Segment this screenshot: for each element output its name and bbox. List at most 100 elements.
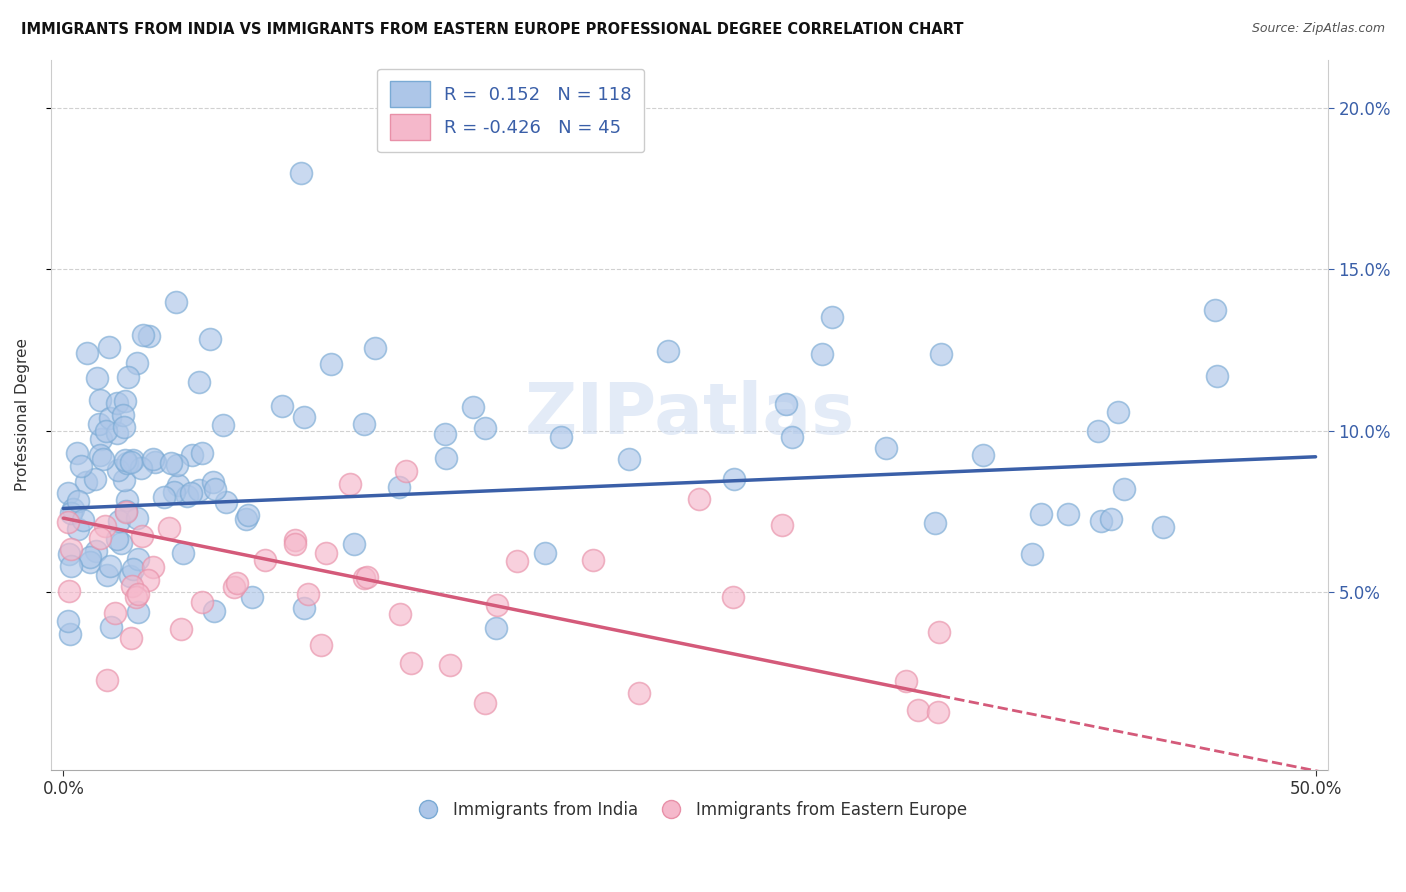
Point — [388, 480, 411, 494]
Point — [1112, 482, 1135, 496]
Point — [176, 489, 198, 503]
Point — [91, 452, 114, 467]
Point — [122, 453, 145, 467]
Point — [98, 558, 121, 573]
Point — [364, 342, 387, 356]
Point — [125, 590, 148, 604]
Point — [284, 533, 307, 548]
Point — [114, 394, 136, 409]
Point — [389, 607, 412, 622]
Point — [117, 369, 139, 384]
Point — [131, 529, 153, 543]
Point — [485, 598, 508, 612]
Point — [290, 166, 312, 180]
Point — [1021, 547, 1043, 561]
Point — [534, 546, 557, 560]
Point — [235, 511, 257, 525]
Point — [58, 583, 80, 598]
Point — [271, 400, 294, 414]
Point — [198, 332, 221, 346]
Point — [395, 464, 418, 478]
Point — [211, 417, 233, 432]
Point — [66, 446, 89, 460]
Point — [114, 503, 136, 517]
Point — [972, 448, 994, 462]
Point — [1029, 508, 1052, 522]
Point — [107, 463, 129, 477]
Point — [180, 485, 202, 500]
Point — [172, 546, 194, 560]
Point — [72, 513, 94, 527]
Point — [439, 657, 461, 672]
Point — [117, 493, 139, 508]
Point — [311, 638, 333, 652]
Point — [399, 656, 422, 670]
Point — [433, 426, 456, 441]
Point — [181, 448, 204, 462]
Point — [353, 571, 375, 585]
Point — [59, 627, 82, 641]
Point — [62, 502, 84, 516]
Point — [159, 456, 181, 470]
Point — [75, 475, 97, 489]
Point — [132, 327, 155, 342]
Point — [96, 673, 118, 687]
Point — [157, 520, 180, 534]
Point — [58, 547, 80, 561]
Point — [76, 346, 98, 360]
Y-axis label: Professional Degree: Professional Degree — [15, 338, 30, 491]
Point — [688, 491, 710, 506]
Point — [79, 555, 101, 569]
Point — [782, 430, 804, 444]
Point — [121, 579, 143, 593]
Point — [927, 705, 949, 719]
Point — [86, 371, 108, 385]
Point — [461, 400, 484, 414]
Point — [89, 392, 111, 407]
Point — [474, 697, 496, 711]
Point — [90, 432, 112, 446]
Point — [89, 448, 111, 462]
Point — [110, 535, 132, 549]
Point — [115, 456, 138, 470]
Point — [170, 622, 193, 636]
Point — [153, 491, 176, 505]
Point — [1206, 368, 1229, 383]
Point — [928, 625, 950, 640]
Point — [485, 621, 508, 635]
Point — [894, 674, 917, 689]
Point — [236, 508, 259, 522]
Point — [474, 421, 496, 435]
Text: IMMIGRANTS FROM INDIA VS IMMIGRANTS FROM EASTERN EUROPE PROFESSIONAL DEGREE CORR: IMMIGRANTS FROM INDIA VS IMMIGRANTS FROM… — [21, 22, 963, 37]
Point — [297, 587, 319, 601]
Point — [138, 329, 160, 343]
Point — [187, 483, 209, 497]
Point — [127, 551, 149, 566]
Point — [191, 446, 214, 460]
Point — [506, 553, 529, 567]
Point — [96, 567, 118, 582]
Point — [619, 451, 641, 466]
Point — [100, 620, 122, 634]
Point — [356, 570, 378, 584]
Point — [79, 550, 101, 565]
Point — [127, 587, 149, 601]
Point — [58, 516, 80, 530]
Text: ZIPatlas: ZIPatlas — [524, 380, 855, 450]
Point — [929, 347, 952, 361]
Point — [907, 703, 929, 717]
Point — [114, 453, 136, 467]
Point — [321, 357, 343, 371]
Point — [225, 575, 247, 590]
Point — [1056, 508, 1078, 522]
Point — [142, 452, 165, 467]
Point — [70, 459, 93, 474]
Point — [142, 560, 165, 574]
Point — [1087, 425, 1109, 439]
Point — [191, 595, 214, 609]
Point — [127, 605, 149, 619]
Point — [723, 472, 745, 486]
Point — [821, 310, 844, 325]
Point — [66, 493, 89, 508]
Point — [108, 514, 131, 528]
